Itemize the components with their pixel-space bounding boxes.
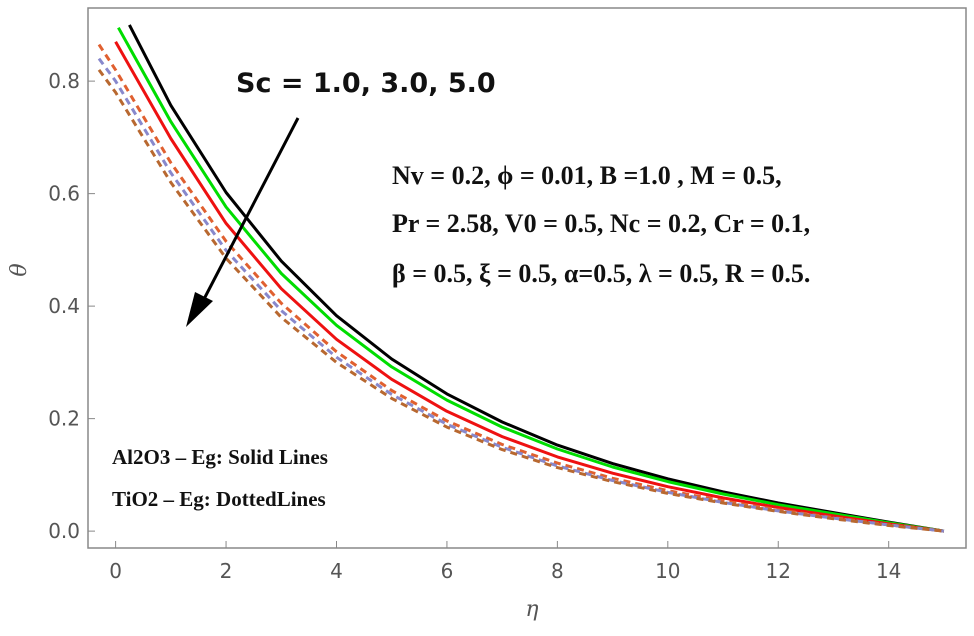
series-lines [97,24,945,533]
sc-annotation: Sc = 1.0, 3.0, 5.0 [236,68,496,99]
legend-dotted: TiO2 – Eg: DottedLines [112,487,326,511]
x-tick-label: 14 [876,559,901,583]
legend-solid: Al2O3 – Eg: Solid Lines [112,445,328,469]
x-tick-label: 6 [441,559,454,583]
series-line-6 [97,69,945,533]
x-tick-label: 10 [655,559,680,583]
param-line-3: β = 0.5, ξ = 0.5, α=0.5, λ = 0.5, R = 0.… [392,259,810,288]
x-axis-label: η [525,597,538,622]
plot-frame [87,7,967,549]
series-line-2 [117,26,945,533]
param-line-2: Pr = 2.58, V0 = 0.5, Nc = 0.2, Cr = 0.1, [392,209,810,238]
x-tick-label: 0 [109,559,122,583]
sc-arrow [186,117,300,327]
y-tick-label: 0.2 [48,407,80,431]
series-line-4 [97,43,945,533]
series-line-5 [97,57,945,533]
y-tick-label: 0.8 [48,69,80,93]
y-tick-label: 0.6 [48,182,80,206]
series-line-3 [114,41,945,533]
ticks: 0 2 4 6 8 10 12 14 0.0 0.2 0.4 0.6 0.8 [48,69,901,583]
x-tick-label: 8 [551,559,564,583]
x-tick-label: 2 [220,559,233,583]
y-tick-label: 0.0 [48,519,80,543]
param-line-1: Nv = 0.2, ϕ = 0.01, B =1.0 , M = 0.5, [392,161,782,190]
x-tick-label: 4 [330,559,343,583]
x-tick-label: 12 [766,559,791,583]
y-axis-label: θ [7,263,32,276]
y-tick-label: 0.4 [48,294,80,318]
